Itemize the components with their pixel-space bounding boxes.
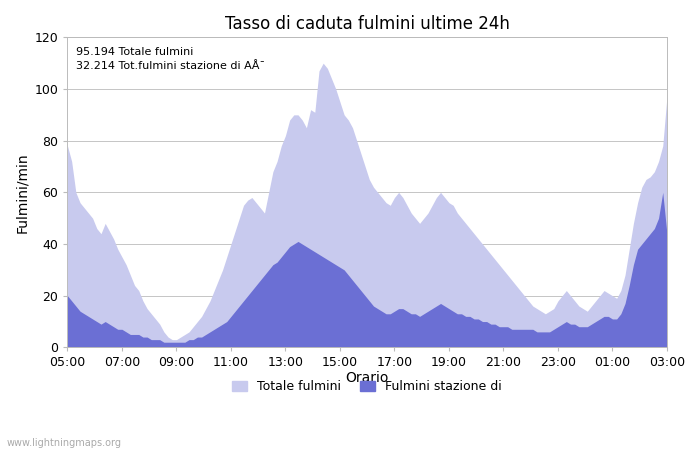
Text: www.lightningmaps.org: www.lightningmaps.org <box>7 438 122 448</box>
Text: 95.194 Totale fulmini
32.214 Tot.fulmini stazione di AÅ¯: 95.194 Totale fulmini 32.214 Tot.fulmini… <box>76 47 265 72</box>
Title: Tasso di caduta fulmini ultime 24h: Tasso di caduta fulmini ultime 24h <box>225 15 510 33</box>
X-axis label: Orario: Orario <box>346 371 389 385</box>
Legend: Totale fulmini, Fulmini stazione di: Totale fulmini, Fulmini stazione di <box>229 377 505 397</box>
Y-axis label: Fulmini/min: Fulmini/min <box>15 152 29 233</box>
